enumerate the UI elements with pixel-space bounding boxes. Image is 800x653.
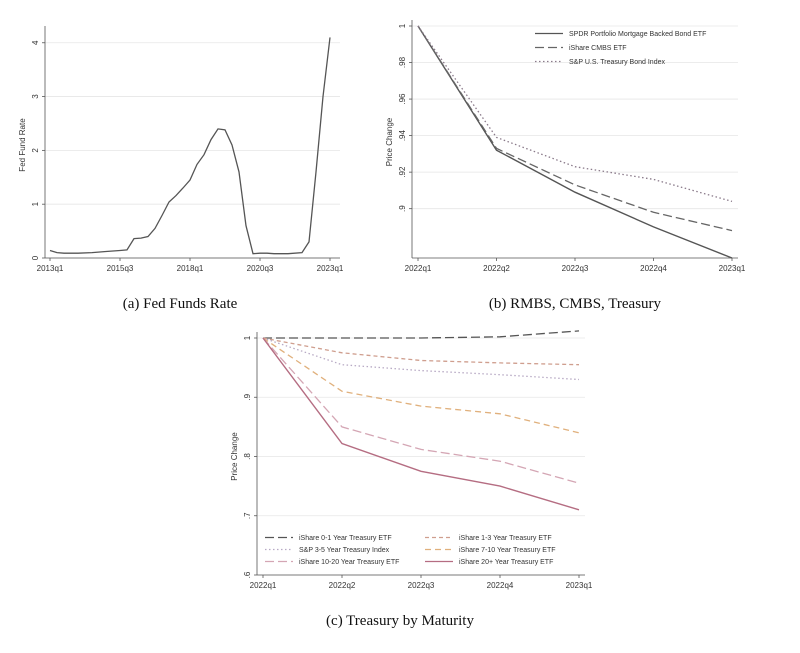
y-axis-label: Fed Fund Rate bbox=[18, 118, 27, 172]
x-tick-label: 2023q1 bbox=[719, 264, 746, 273]
y-axis-label: Price Change bbox=[385, 117, 394, 166]
series-line bbox=[262, 337, 580, 366]
y-tick-label: .9 bbox=[243, 393, 252, 400]
x-tick-label: 2022q4 bbox=[640, 264, 667, 273]
y-tick-label: 0 bbox=[31, 255, 40, 260]
legend-label: iShare 10-20 Year Treasury ETF bbox=[299, 559, 399, 566]
series-line bbox=[417, 25, 733, 232]
y-tick-label: .92 bbox=[398, 166, 407, 178]
legend-label: iShare 20+ Year Treasury ETF bbox=[459, 559, 553, 566]
y-tick-label: 1 bbox=[31, 201, 40, 206]
y-tick-label: .96 bbox=[398, 93, 407, 105]
series-line bbox=[262, 337, 580, 381]
x-tick-label: 2018q1 bbox=[177, 264, 204, 273]
x-tick-label: 2022q1 bbox=[405, 264, 432, 273]
legend-label: iShare CMBS ETF bbox=[569, 45, 627, 52]
x-tick-label: 2022q1 bbox=[250, 581, 277, 590]
y-tick-label: 1 bbox=[243, 335, 252, 340]
y-tick-label: .8 bbox=[243, 453, 252, 460]
legend-label: S&P 3-5 Year Treasury Index bbox=[299, 547, 390, 554]
x-tick-label: 2022q3 bbox=[562, 264, 589, 273]
fed-funds-rate-line bbox=[49, 37, 331, 255]
x-tick-label: 2013q1 bbox=[37, 264, 64, 273]
y-tick-label: 1 bbox=[398, 23, 407, 28]
legend-label: S&P U.S. Treasury Bond Index bbox=[569, 59, 665, 66]
x-tick-label: 2015q3 bbox=[107, 264, 134, 273]
series-line bbox=[262, 337, 580, 434]
y-tick-label: 3 bbox=[31, 94, 40, 99]
panel-a-fed-funds-rate: 0 1 2 3 4 Fed Fund Rate 2013q1 2015q3 2018q1 2020… bbox=[18, 26, 344, 273]
y-tick-label: .9 bbox=[398, 205, 407, 212]
y-tick-label: 4 bbox=[31, 40, 40, 45]
y-axis-label: Price Change bbox=[230, 432, 239, 481]
series-line bbox=[262, 337, 580, 511]
series-line bbox=[417, 25, 733, 203]
legend-label: iShare 1-3 Year Treasury ETF bbox=[459, 535, 552, 542]
x-tick-label: 2023q1 bbox=[317, 264, 344, 273]
y-tick-label: .7 bbox=[243, 512, 252, 519]
x-tick-label: 2022q3 bbox=[408, 581, 435, 590]
panel-b-rmbs-cmbs-treasury: .9 .92 .94 .96 .98 1 Price Change 2022q1 2022q2 2… bbox=[385, 20, 746, 273]
y-tick-label: 2 bbox=[31, 148, 40, 153]
x-tick-label: 2022q4 bbox=[487, 581, 514, 590]
series-line bbox=[262, 337, 580, 484]
caption-a: (a) Fed Funds Rate bbox=[123, 296, 238, 312]
x-tick-label: 2023q1 bbox=[566, 581, 593, 590]
y-tick-label: .94 bbox=[398, 129, 407, 141]
panel-c-treasury-by-maturity: .6 .7 .8 .9 1 Price Change 2022q1 2022q2 2022q3 2… bbox=[230, 330, 593, 590]
x-tick-label: 2020q3 bbox=[247, 264, 274, 273]
legend-label: iShare 7-10 Year Treasury ETF bbox=[459, 547, 556, 554]
y-tick-label: .98 bbox=[398, 56, 407, 68]
legend-label: iShare 0-1 Year Treasury ETF bbox=[299, 535, 392, 542]
caption-c: (c) Treasury by Maturity bbox=[326, 613, 474, 629]
y-tick-label: .6 bbox=[243, 571, 252, 578]
caption-b: (b) RMBS, CMBS, Treasury bbox=[489, 296, 662, 312]
x-tick-label: 2022q2 bbox=[329, 581, 356, 590]
x-tick-label: 2022q2 bbox=[483, 264, 510, 273]
series-line bbox=[263, 330, 580, 339]
legend-label: SPDR Portfolio Mortgage Backed Bond ETF bbox=[569, 31, 706, 38]
